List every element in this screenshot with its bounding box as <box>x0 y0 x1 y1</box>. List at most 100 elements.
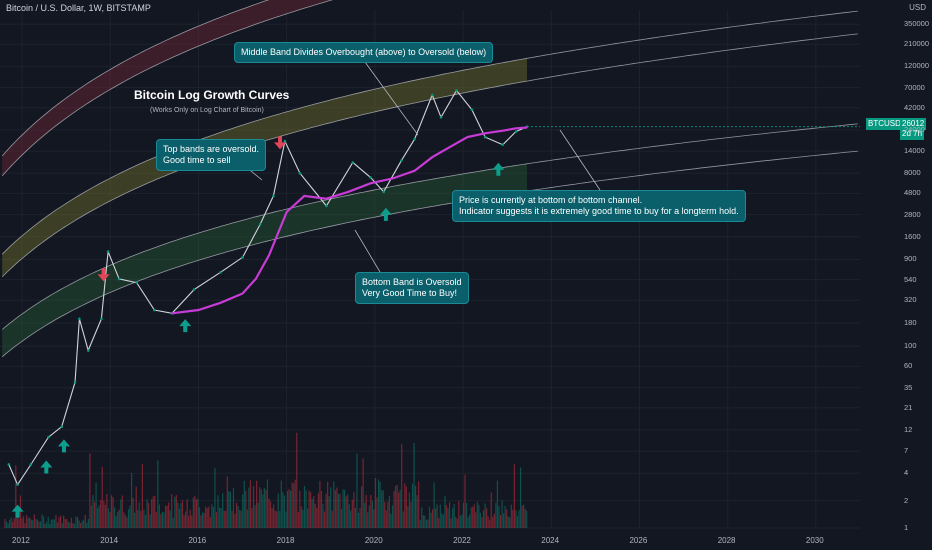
volume-bar <box>427 519 429 528</box>
volume-bar <box>15 465 17 528</box>
volume-bar <box>398 492 400 528</box>
volume-bar <box>209 517 211 528</box>
volume-bar <box>518 510 520 528</box>
volume-bar <box>469 514 471 528</box>
volume-bar <box>337 493 340 528</box>
volume-bar <box>101 466 103 528</box>
volume-bar <box>396 484 398 528</box>
price-point <box>351 161 355 164</box>
volume-bar <box>32 519 34 528</box>
volume-bar <box>7 523 9 528</box>
volume-bar <box>507 516 509 528</box>
buy-arrow-icon <box>492 162 505 176</box>
volume-bar <box>523 504 525 528</box>
volume-bar <box>282 491 284 528</box>
volume-bar <box>41 514 43 528</box>
volume-bar <box>217 495 219 528</box>
volume-bar <box>359 507 361 528</box>
volume-bar <box>467 517 469 528</box>
middle-band <box>2 58 527 277</box>
volume-bar <box>53 519 56 528</box>
volume-bar <box>444 496 446 528</box>
volume-bar <box>251 507 253 528</box>
volume-bar <box>306 508 309 528</box>
volume-bar <box>138 502 140 528</box>
volume-bar <box>103 501 105 528</box>
x-tick-label: 2028 <box>717 536 736 545</box>
volume-bar <box>58 517 60 528</box>
volume-bar <box>399 489 401 528</box>
volume-bar <box>127 509 130 528</box>
volume-bar <box>63 515 65 528</box>
volume-bar <box>166 505 168 528</box>
volume-bar <box>431 509 434 528</box>
price-point <box>29 463 33 466</box>
volume-bar <box>201 512 204 528</box>
volume-bar <box>325 493 327 528</box>
volume-bar <box>413 442 415 528</box>
volume-bar <box>265 489 267 528</box>
growth-curve-line <box>1 123 858 330</box>
volume-bar <box>161 511 164 528</box>
price-point <box>382 190 385 194</box>
price-point <box>283 139 287 143</box>
y-tick-label: 1 <box>904 523 909 532</box>
volume-bar <box>52 519 54 528</box>
price-point <box>514 130 518 133</box>
volume-bar <box>334 490 336 528</box>
price-point <box>135 281 139 284</box>
x-tick-label: 2030 <box>805 536 824 545</box>
volume-bar <box>212 507 214 528</box>
volume-bar <box>92 495 94 528</box>
volume-bar <box>381 490 383 528</box>
volume-bar <box>371 500 373 528</box>
volume-bar <box>492 516 494 528</box>
price-point <box>439 115 443 119</box>
volume-bar <box>445 505 448 528</box>
volume-bar <box>70 517 72 528</box>
y-tick-label: 900 <box>904 254 917 264</box>
volume-bar <box>171 493 173 528</box>
volume-bar <box>172 517 174 528</box>
volume-bar <box>316 507 318 528</box>
volume-bar <box>188 515 190 528</box>
volume-bar <box>357 512 360 528</box>
volume-bar <box>433 482 435 528</box>
volume-bar <box>347 494 349 528</box>
y-tick-label: 210000 <box>904 39 930 49</box>
volume-bar <box>486 508 488 528</box>
volume-bar <box>404 483 406 528</box>
volume-bar <box>163 512 165 528</box>
y-tick-label: 540 <box>904 274 917 284</box>
volume-bar <box>121 495 123 528</box>
volume-bar <box>419 519 421 528</box>
volume-bar <box>80 523 82 528</box>
volume-bar <box>114 507 116 528</box>
volume-bar <box>311 498 313 528</box>
volume-bar <box>55 515 57 528</box>
volume-bar <box>387 501 389 528</box>
volume-bar <box>331 510 333 528</box>
volume-bar <box>262 494 264 528</box>
volume-bar <box>489 519 491 528</box>
volume-bar <box>478 504 480 528</box>
note-middle-band: Middle Band Divides Overbought (above) t… <box>234 42 494 63</box>
volume-bar <box>300 506 302 528</box>
volume-bar <box>373 509 375 528</box>
price-point <box>455 89 458 92</box>
volume-bar <box>118 509 120 528</box>
volume-bar <box>169 510 171 528</box>
price-point <box>117 277 121 281</box>
volume-bar <box>78 520 80 528</box>
volume-bar <box>391 505 394 528</box>
volume-bar <box>487 516 489 528</box>
note-bottom-band: Bottom Band is Oversold Very Good Time t… <box>355 272 469 304</box>
volume-bar <box>283 495 285 528</box>
volume-bar <box>405 486 407 528</box>
volume-bar <box>97 508 99 528</box>
volume-bar <box>490 492 492 528</box>
volume-bar <box>66 519 68 528</box>
volume-bar <box>368 505 370 528</box>
volume-bar <box>481 517 483 528</box>
volume-bar <box>10 517 12 528</box>
